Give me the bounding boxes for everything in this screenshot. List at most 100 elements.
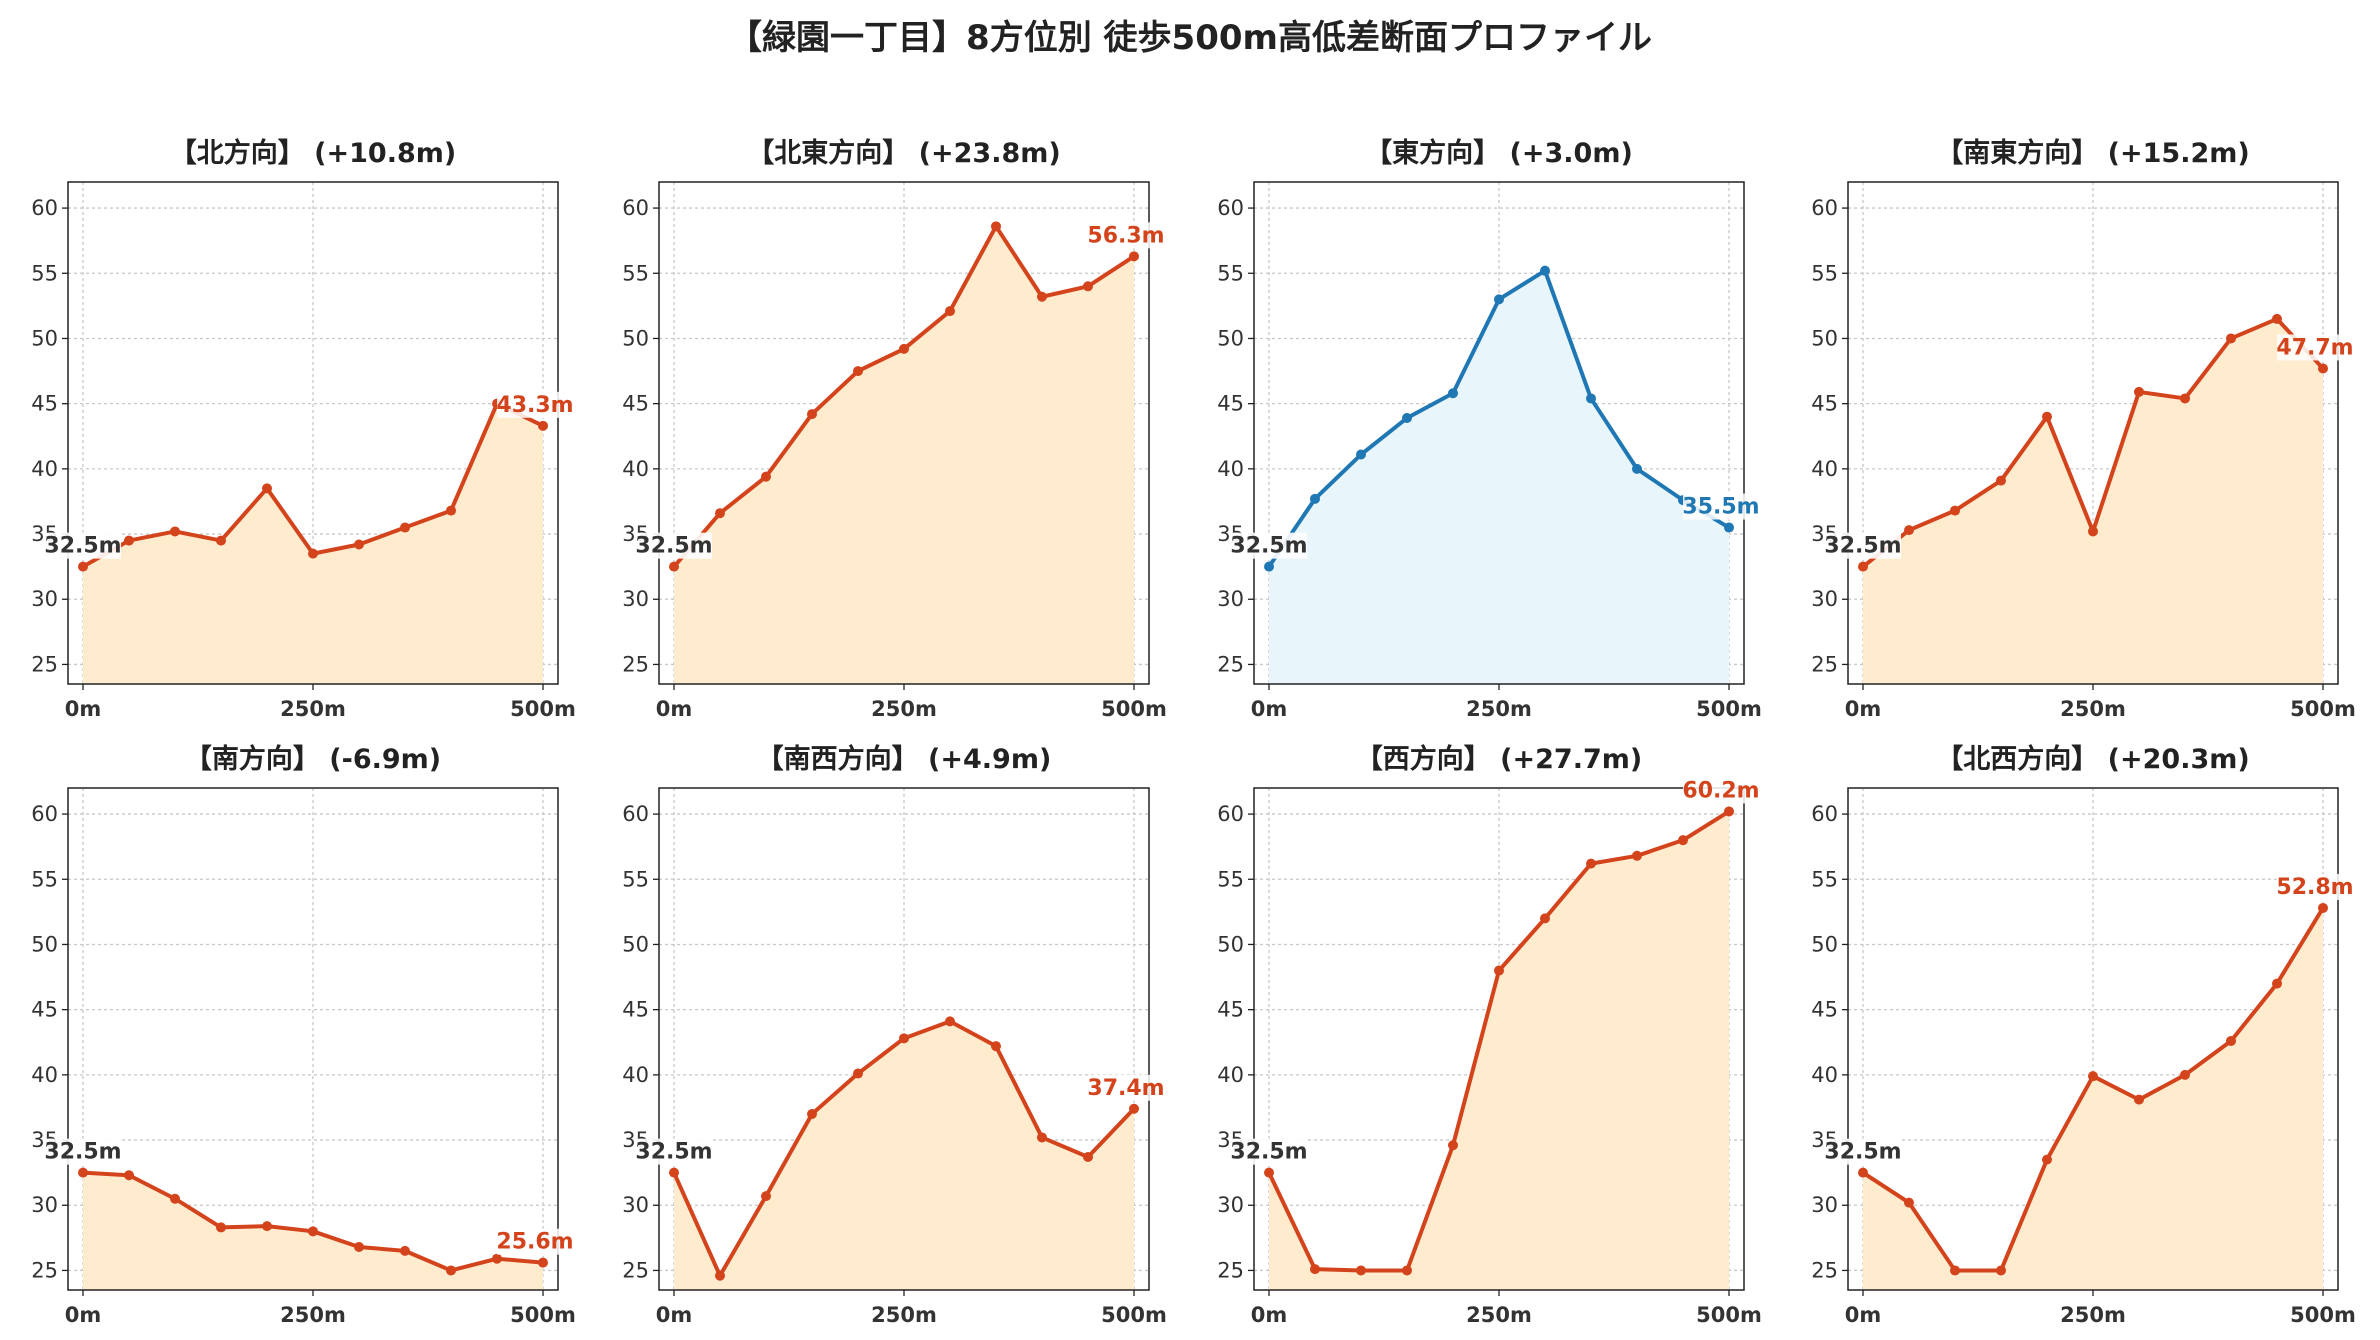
elevation-point	[170, 1193, 180, 1204]
elevation-point	[1632, 850, 1642, 861]
start-label-bg	[47, 532, 121, 559]
elevation-point	[400, 1245, 410, 1256]
y-tick-label: 40	[622, 457, 649, 481]
y-tick-label: 40	[1811, 1063, 1838, 1087]
start-elevation-label: 32.5m	[1824, 1140, 1901, 1165]
elevation-point	[262, 483, 272, 494]
panel-title: 【南東方向】 (+15.2m)	[1936, 137, 2249, 169]
elevation-point	[538, 420, 548, 431]
end-label-bg	[2277, 873, 2353, 900]
elevation-area	[83, 403, 543, 684]
elevation-point	[1858, 561, 1868, 572]
elevation-point	[669, 561, 679, 572]
end-label-bg	[2277, 334, 2353, 361]
x-tick-label: 250m	[871, 697, 937, 721]
y-tick-label: 50	[1217, 326, 1244, 350]
end-elevation-label: 35.5m	[1682, 495, 1759, 520]
y-tick-label: 30	[31, 587, 58, 611]
y-tick-label: 60	[622, 196, 649, 220]
y-tick-label: 25	[622, 652, 649, 676]
elevation-point	[1950, 505, 1960, 516]
elevation-point	[492, 1253, 502, 1264]
y-tick-label: 60	[1811, 196, 1838, 220]
x-tick-label: 250m	[280, 697, 346, 721]
end-label-bg	[1088, 1074, 1164, 1101]
elevation-point	[1904, 1197, 1914, 1208]
start-elevation-label: 32.5m	[635, 1140, 712, 1165]
y-tick-label: 45	[1217, 998, 1244, 1022]
x-tick-label: 500m	[1101, 697, 1167, 721]
end-elevation-label: 52.8m	[2276, 875, 2353, 900]
elevation-point	[1356, 449, 1366, 460]
y-tick-label: 45	[1217, 392, 1244, 416]
x-tick-label: 500m	[510, 1303, 576, 1327]
x-tick-label: 500m	[510, 697, 576, 721]
elevation-area	[1863, 907, 2323, 1290]
elevation-point	[1402, 1265, 1412, 1276]
elevation-point	[1083, 1152, 1093, 1163]
elevation-point	[991, 1041, 1001, 1052]
elevation-point	[170, 526, 180, 537]
x-tick-label: 0m	[656, 697, 693, 721]
start-label-bg	[1233, 532, 1307, 559]
elevation-point	[1724, 806, 1734, 817]
y-tick-label: 25	[1811, 1258, 1838, 1282]
elevation-point	[1083, 281, 1093, 292]
elevation-point	[78, 1167, 88, 1178]
x-tick-label: 250m	[280, 1303, 346, 1327]
elevation-point	[2088, 526, 2098, 537]
y-tick-label: 45	[622, 998, 649, 1022]
elevation-point	[216, 535, 226, 546]
elevation-point	[2318, 902, 2328, 913]
end-elevation-label: 37.4m	[1087, 1076, 1164, 1101]
elevation-area	[674, 1021, 1134, 1290]
end-elevation-label: 56.3m	[1087, 223, 1164, 248]
elevation-point	[1356, 1265, 1366, 1276]
x-tick-label: 250m	[871, 1303, 937, 1327]
elevation-area	[1863, 318, 2323, 684]
start-elevation-label: 32.5m	[44, 1140, 121, 1165]
y-tick-label: 30	[622, 1193, 649, 1217]
elevation-point	[538, 1257, 548, 1268]
elevation-point	[853, 366, 863, 377]
elevation-point	[354, 539, 364, 550]
x-tick-label: 500m	[2290, 1303, 2356, 1327]
y-tick-label: 40	[31, 457, 58, 481]
elevation-point	[1448, 1140, 1458, 1151]
panel-title: 【北西方向】 (+20.3m)	[1936, 743, 2249, 775]
elevation-point	[2272, 978, 2282, 989]
end-label-bg	[497, 1228, 573, 1255]
elevation-point	[446, 1265, 456, 1276]
elevation-point	[216, 1222, 226, 1233]
elevation-point	[945, 1016, 955, 1027]
elevation-point	[78, 561, 88, 572]
start-label-bg	[1233, 1138, 1307, 1165]
elevation-point	[761, 471, 771, 482]
x-tick-label: 250m	[2060, 1303, 2126, 1327]
y-tick-label: 30	[31, 1193, 58, 1217]
x-tick-label: 250m	[1466, 697, 1532, 721]
y-tick-label: 30	[1811, 587, 1838, 611]
elevation-point	[1264, 1167, 1274, 1178]
x-tick-label: 0m	[656, 1303, 693, 1327]
start-label-bg	[638, 1138, 712, 1165]
y-tick-label: 55	[1811, 867, 1838, 891]
elevation-point	[1129, 251, 1139, 262]
x-tick-label: 0m	[1845, 697, 1882, 721]
elevation-point	[2134, 1094, 2144, 1105]
elevation-point	[761, 1191, 771, 1202]
elevation-point	[807, 1108, 817, 1119]
y-tick-label: 40	[1217, 1063, 1244, 1087]
elevation-point	[124, 1170, 134, 1181]
x-tick-label: 500m	[1696, 1303, 1762, 1327]
elevation-point	[124, 535, 134, 546]
y-tick-label: 25	[1811, 652, 1838, 676]
elevation-point	[1724, 522, 1734, 533]
elevation-point	[1996, 1265, 2006, 1276]
elevation-point	[1494, 965, 1504, 976]
elevation-point	[899, 343, 909, 354]
elevation-point	[899, 1033, 909, 1044]
